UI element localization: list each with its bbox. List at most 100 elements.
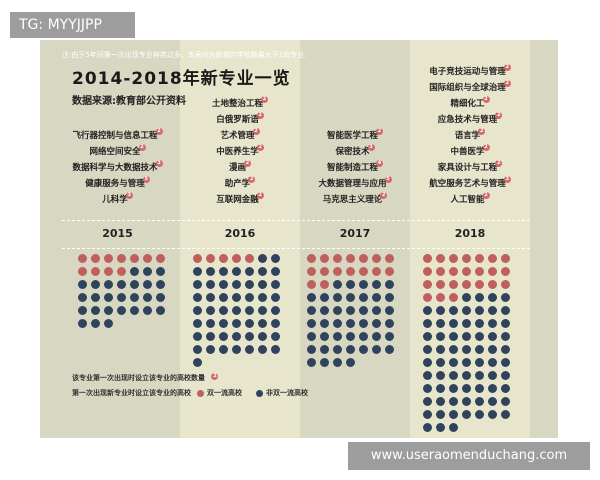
non-double-first-class-dot — [372, 293, 381, 302]
double-first-class-dot — [385, 254, 394, 263]
double-first-class-dot — [320, 254, 329, 263]
dot-grid-2016 — [193, 254, 280, 367]
non-double-first-class-dot — [78, 280, 87, 289]
school-count-badge: 2 — [482, 192, 490, 199]
non-double-first-class-dot — [488, 293, 497, 302]
major-item: 马克思主义理论2 — [300, 192, 410, 208]
non-double-first-class-dot — [462, 371, 471, 380]
non-double-first-class-dot — [475, 371, 484, 380]
major-name: 助产学 — [224, 179, 251, 189]
major-name: 电子竞技运动与管理 — [429, 67, 506, 77]
non-double-first-class-dot — [346, 332, 355, 341]
school-count-badge: 2 — [495, 112, 503, 119]
non-double-first-class-dot — [475, 332, 484, 341]
double-first-class-dot — [232, 254, 241, 263]
major-item: 精细化工2 — [410, 96, 530, 112]
non-double-first-class-dot — [232, 293, 241, 302]
non-double-first-class-dot — [462, 397, 471, 406]
non-double-first-class-dot — [91, 280, 100, 289]
double-first-class-dot — [462, 267, 471, 276]
double-first-class-dot — [462, 280, 471, 289]
school-count-badge: 3 — [155, 160, 163, 167]
non-double-first-class-dot — [271, 267, 280, 276]
non-double-first-class-dot — [307, 319, 316, 328]
non-double-first-class-dot — [219, 293, 228, 302]
school-count-badge: 2 — [248, 176, 256, 183]
non-double-first-class-dot — [219, 267, 228, 276]
school-count-badge: 2 — [482, 96, 490, 103]
non-double-first-class-dot — [219, 332, 228, 341]
major-item: 网络空间安全2 — [55, 144, 180, 160]
non-double-first-class-dot — [346, 306, 355, 315]
non-double-first-class-dot — [91, 319, 100, 328]
non-double-first-class-dot — [193, 267, 202, 276]
school-count-badge: 2 — [244, 160, 251, 167]
non-double-first-class-dot — [193, 293, 202, 302]
non-double-first-class-dot — [232, 280, 241, 289]
non-double-first-class-dot — [245, 319, 254, 328]
non-double-first-class-dot — [117, 280, 126, 289]
double-first-class-dot — [206, 254, 215, 263]
non-double-first-class-dot — [385, 332, 394, 341]
non-double-first-class-dot — [488, 345, 497, 354]
non-double-first-class-dot — [372, 306, 381, 315]
double-first-class-dot — [462, 254, 471, 263]
double-first-class-dot — [372, 254, 381, 263]
major-item: 电子竞技运动与管理2 — [410, 64, 530, 80]
watermark: www.useraomenduchang.com — [348, 442, 590, 470]
non-double-first-class-dot — [436, 423, 445, 432]
double-first-class-dot — [245, 254, 254, 263]
double-first-class-dot — [449, 293, 458, 302]
non-double-first-class-dot — [501, 345, 510, 354]
non-double-first-class-dot — [156, 280, 165, 289]
non-double-first-class-dot — [307, 345, 316, 354]
major-item: 大数据管理与应用5 — [300, 176, 410, 192]
school-count-badge: 5 — [142, 176, 150, 183]
blue-dot-icon — [256, 389, 263, 397]
non-double-first-class-dot — [206, 280, 215, 289]
school-count-badge: 5 — [384, 176, 392, 183]
double-first-class-dot — [423, 280, 432, 289]
major-name: 土地整治工程 — [211, 99, 263, 109]
double-first-class-dot — [501, 267, 510, 276]
major-item: 家具设计与工程2 — [410, 160, 530, 176]
non-double-first-class-dot — [475, 319, 484, 328]
non-double-first-class-dot — [449, 423, 458, 432]
non-double-first-class-dot — [423, 319, 432, 328]
non-double-first-class-dot — [385, 345, 394, 354]
non-double-first-class-dot — [359, 293, 368, 302]
school-count-badge: 2 — [256, 192, 264, 199]
non-double-first-class-dot — [320, 358, 329, 367]
major-item: 智能医学工程2 — [300, 128, 410, 144]
non-double-first-class-dot — [346, 319, 355, 328]
infographic: 注:由于5年间第一次出现专业种类过多，本表均为新增的学校数量大于1的专业. 20… — [40, 40, 558, 438]
non-double-first-class-dot — [258, 293, 267, 302]
year-label: 2016 — [224, 227, 256, 240]
non-double-first-class-dot — [91, 293, 100, 302]
major-name: 语言学 — [454, 131, 481, 141]
major-name: 精细化工 — [450, 99, 485, 109]
non-double-first-class-dot — [156, 293, 165, 302]
major-name: 网络空间安全 — [89, 147, 141, 157]
double-first-class-dot — [91, 254, 100, 263]
non-double-first-class-dot — [359, 306, 368, 315]
major-name: 智能医学工程 — [326, 131, 378, 141]
double-first-class-dot — [117, 254, 126, 263]
non-double-first-class-dot — [449, 319, 458, 328]
non-double-first-class-dot — [359, 280, 368, 289]
school-count-badge: 2 — [478, 128, 486, 135]
non-double-first-class-dot — [333, 280, 342, 289]
non-double-first-class-dot — [462, 358, 471, 367]
double-first-class-dot — [307, 267, 316, 276]
non-double-first-class-dot — [359, 332, 368, 341]
non-double-first-class-dot — [307, 332, 316, 341]
non-double-first-class-dot — [449, 306, 458, 315]
non-double-first-class-dot — [130, 267, 139, 276]
double-first-class-dot — [488, 267, 497, 276]
non-double-first-class-dot — [245, 293, 254, 302]
double-first-class-dot — [78, 254, 87, 263]
non-double-first-class-dot — [462, 293, 471, 302]
non-double-first-class-dot — [475, 410, 484, 419]
non-double-first-class-dot — [320, 332, 329, 341]
major-name: 白俄罗斯语 — [216, 115, 259, 125]
